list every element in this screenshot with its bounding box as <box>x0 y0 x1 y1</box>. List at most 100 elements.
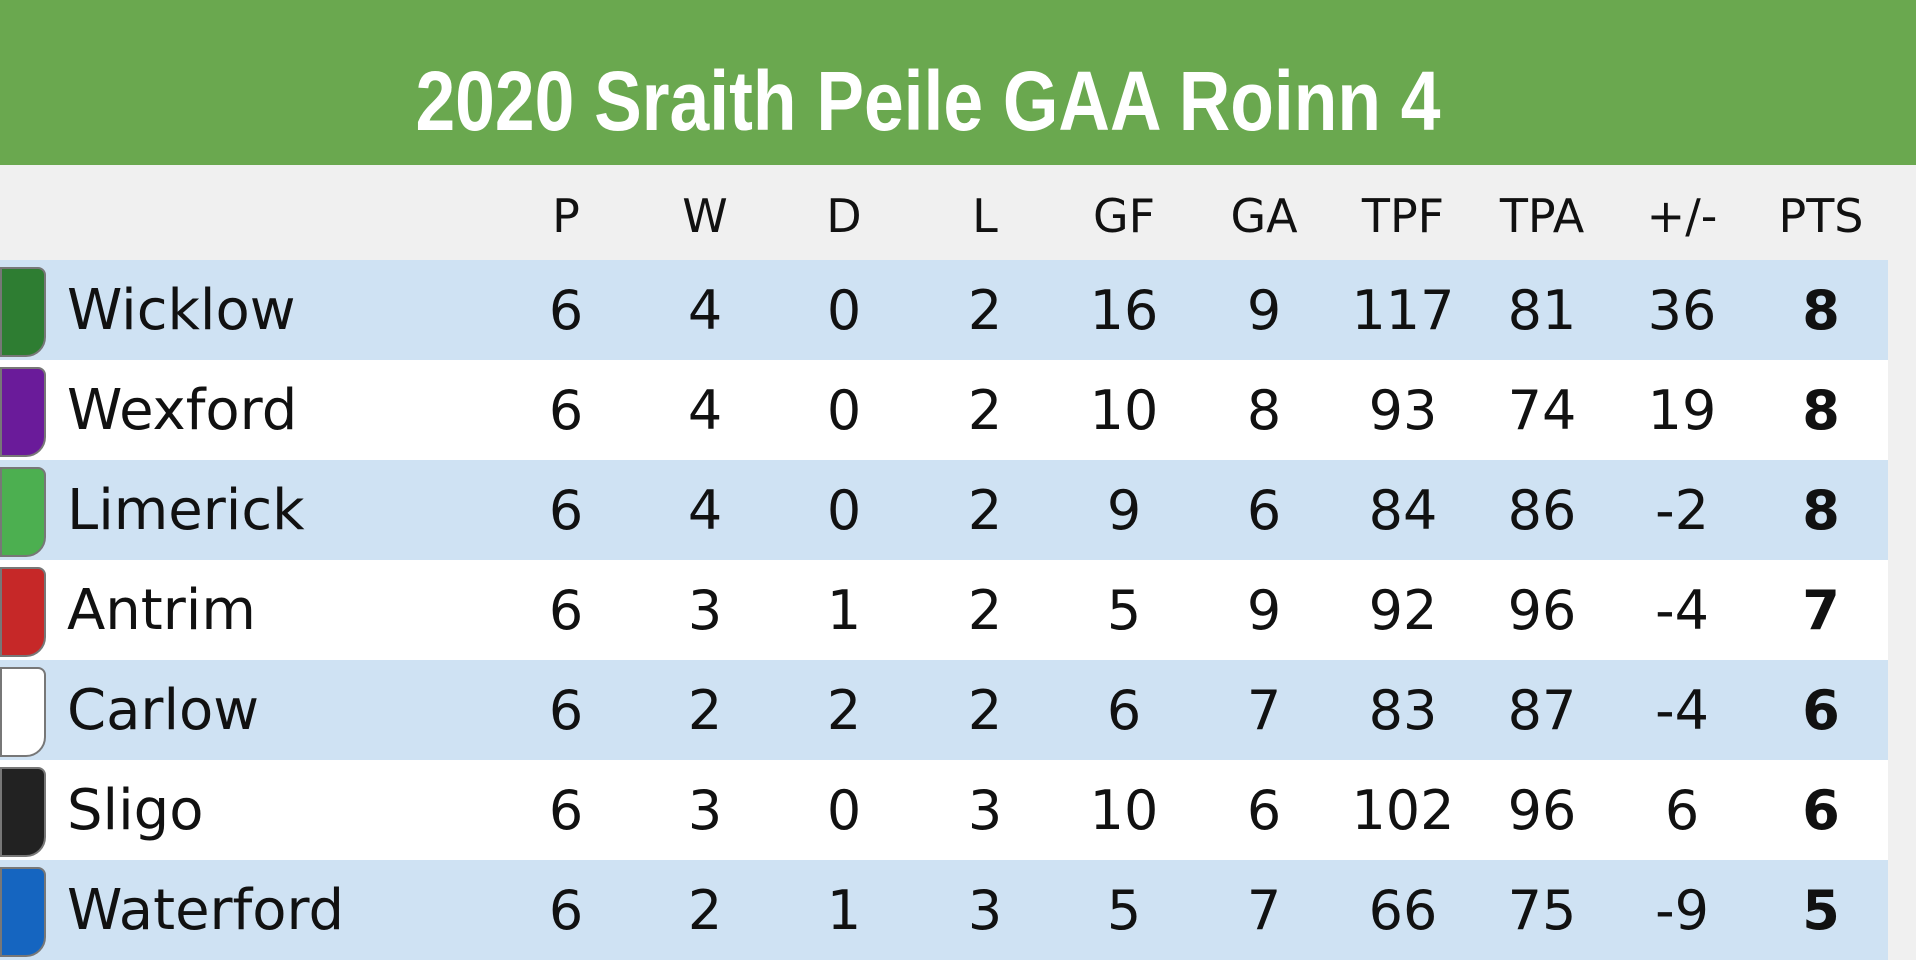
team-name: Limerick <box>67 478 305 543</box>
stat-cell: 6 <box>1802 679 1840 742</box>
stat-cell: 4 <box>687 379 723 442</box>
stat-cell: 2 <box>826 679 862 742</box>
table-row: Wicklow 6 4 0 2 16 9 117 81 36 8 <box>0 260 1888 360</box>
column-header: GA <box>1230 189 1298 243</box>
stat-cell: 6 <box>548 479 584 542</box>
stat-cell: 0 <box>826 279 862 342</box>
stat-cell: 2 <box>687 679 723 742</box>
column-header: TPF <box>1361 189 1445 243</box>
stat-cell: 9 <box>1246 279 1282 342</box>
stat-cell: 16 <box>1089 279 1159 342</box>
stat-cell: 5 <box>1802 879 1840 942</box>
stat-cell: 0 <box>826 479 862 542</box>
stat-cell: 6 <box>1664 779 1700 842</box>
stat-cell: 6 <box>548 879 584 942</box>
stat-cell: 1 <box>826 879 862 942</box>
stat-cell: 8 <box>1246 379 1282 442</box>
team-name: Wicklow <box>67 278 296 343</box>
stat-cell: 9 <box>1246 579 1282 642</box>
stat-cell: 9 <box>1106 479 1142 542</box>
stat-cell: 10 <box>1089 779 1159 842</box>
stat-cell: 2 <box>687 879 723 942</box>
table-row: Carlow 6 2 2 2 6 7 83 87 -4 6 <box>0 660 1888 760</box>
stat-cell: 19 <box>1647 379 1717 442</box>
stat-cell: 4 <box>687 479 723 542</box>
stat-cell: 6 <box>548 279 584 342</box>
stat-cell: 8 <box>1802 479 1840 542</box>
stat-cell: -4 <box>1655 679 1709 742</box>
stat-cell: 0 <box>826 379 862 442</box>
column-header: D <box>826 189 862 243</box>
stat-cell: 93 <box>1368 379 1438 442</box>
table-row: Wexford 6 4 0 2 10 8 93 74 19 8 <box>0 360 1888 460</box>
table-row: Antrim 6 3 1 2 5 9 92 96 -4 7 <box>0 560 1888 660</box>
stat-cell: 3 <box>687 779 723 842</box>
team-name: Carlow <box>67 678 260 743</box>
column-header: W <box>682 189 728 243</box>
stat-cell: 74 <box>1507 379 1577 442</box>
column-header: GF <box>1092 189 1156 243</box>
stat-cell: 117 <box>1351 279 1455 342</box>
team-logo <box>0 867 46 957</box>
stat-cell: 3 <box>967 879 1003 942</box>
stat-cell: 84 <box>1368 479 1438 542</box>
stat-cell: 92 <box>1368 579 1438 642</box>
stat-cell: 75 <box>1507 879 1577 942</box>
stat-cell: 6 <box>548 379 584 442</box>
stat-cell: 3 <box>687 579 723 642</box>
stat-cell: 2 <box>967 579 1003 642</box>
team-logo <box>0 767 46 857</box>
stat-cell: 6 <box>548 579 584 642</box>
table-row: Sligo 6 3 0 3 10 6 102 96 6 6 <box>0 760 1888 860</box>
team-logo <box>0 467 46 557</box>
stat-cell: 83 <box>1368 679 1438 742</box>
table-row: Waterford 6 2 1 3 5 7 66 75 -9 5 <box>0 860 1888 960</box>
team-name: Wexford <box>67 378 298 443</box>
stat-cell: 6 <box>548 679 584 742</box>
team-logo <box>0 367 46 457</box>
stat-cell: 96 <box>1507 579 1577 642</box>
stat-cell: 96 <box>1507 779 1577 842</box>
stat-cell: 7 <box>1246 679 1282 742</box>
stat-cell: 2 <box>967 679 1003 742</box>
stat-cell: -4 <box>1655 579 1709 642</box>
team-name: Sligo <box>67 778 204 843</box>
stat-cell: 6 <box>548 779 584 842</box>
stat-cell: 0 <box>826 779 862 842</box>
stat-cell: 5 <box>1106 879 1142 942</box>
stat-cell: 102 <box>1351 779 1455 842</box>
stat-cell: -2 <box>1655 479 1709 542</box>
column-header: P <box>552 189 580 243</box>
stat-cell: -9 <box>1655 879 1709 942</box>
team-logo <box>0 567 46 657</box>
stat-cell: 86 <box>1507 479 1577 542</box>
column-header: TPA <box>1499 189 1585 243</box>
stat-cell: 66 <box>1368 879 1438 942</box>
stat-cell: 7 <box>1802 579 1840 642</box>
stat-cell: 8 <box>1802 379 1840 442</box>
stat-cell: 2 <box>967 479 1003 542</box>
stat-cell: 8 <box>1802 279 1840 342</box>
stat-cell: 1 <box>826 579 862 642</box>
team-name: Antrim <box>67 578 256 643</box>
stat-cell: 6 <box>1246 479 1282 542</box>
stat-cell: 3 <box>967 779 1003 842</box>
stat-cell: 87 <box>1507 679 1577 742</box>
stat-cell: 36 <box>1647 279 1717 342</box>
table-row: Limerick 6 4 0 2 9 6 84 86 -2 8 <box>0 460 1888 560</box>
stat-cell: 6 <box>1106 679 1142 742</box>
stat-cell: 7 <box>1246 879 1282 942</box>
stat-cell: 2 <box>967 379 1003 442</box>
stat-cell: 81 <box>1507 279 1577 342</box>
stat-cell: 4 <box>687 279 723 342</box>
stat-cell: 6 <box>1802 779 1840 842</box>
column-header: PTS <box>1778 189 1864 243</box>
team-logo <box>0 267 46 357</box>
column-header: +/- <box>1646 189 1718 243</box>
table-title: 2020 Sraith Peile GAA Roinn 4 <box>415 54 1441 148</box>
stat-cell: 6 <box>1246 779 1282 842</box>
stat-cell: 5 <box>1106 579 1142 642</box>
stat-cell: 2 <box>967 279 1003 342</box>
team-name: Waterford <box>67 878 345 943</box>
